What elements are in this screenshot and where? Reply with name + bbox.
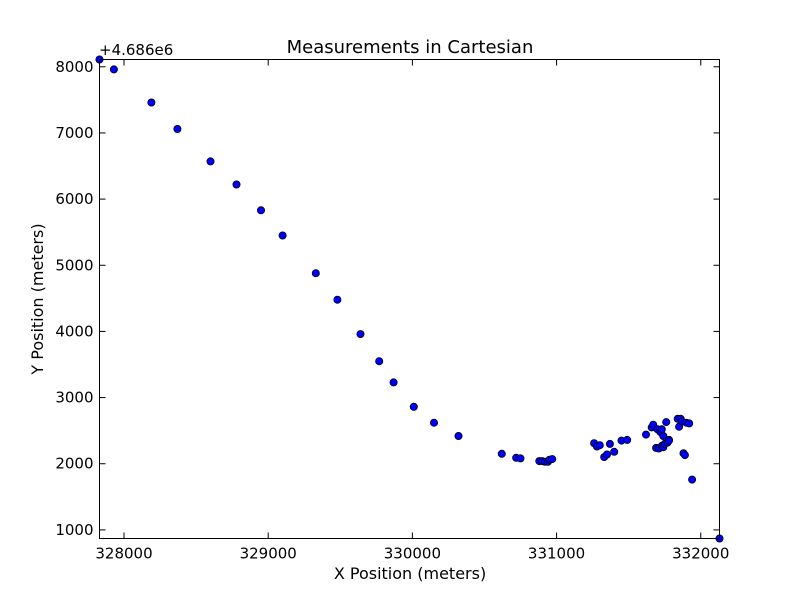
data-point-19 — [516, 454, 525, 463]
x-tick-label-330000: 330000 — [384, 545, 441, 563]
data-point-17 — [497, 449, 506, 458]
data-point-9 — [311, 269, 320, 278]
y-tick-label-6000: 6000 — [55, 190, 93, 208]
data-point-2 — [109, 65, 118, 74]
data-point-11 — [356, 330, 365, 339]
chart-title: Measurements in Cartesian — [287, 37, 534, 58]
data-point-56 — [680, 451, 689, 460]
data-point-16 — [454, 431, 463, 440]
y-tick-label-7000: 7000 — [55, 124, 93, 142]
data-point-10 — [333, 295, 342, 304]
y-tick-label-5000: 5000 — [55, 256, 93, 274]
y-offset-label: +4.686e6 — [99, 41, 173, 59]
data-point-25 — [548, 455, 557, 464]
data-point-15 — [429, 418, 438, 427]
data-point-32 — [610, 447, 619, 456]
data-point-4 — [173, 125, 182, 134]
data-point-7 — [256, 206, 265, 215]
data-point-58 — [685, 419, 694, 428]
data-point-35 — [642, 430, 651, 439]
data-point-14 — [409, 402, 418, 411]
y-axis-label: Y Position (meters) — [28, 223, 47, 375]
data-point-47 — [662, 418, 671, 427]
axis-ticks: 328000 329000 330000 331000 332000 1000 2000 30… — [55, 58, 729, 563]
plot-area-frame — [99, 59, 720, 539]
y-tick-label-8000: 8000 — [55, 58, 93, 76]
data-point-43 — [657, 425, 666, 434]
scatter-points — [95, 55, 724, 543]
x-tick-label-328000: 328000 — [95, 545, 152, 563]
data-point-3 — [147, 98, 156, 107]
y-tick-label-2000: 2000 — [55, 455, 93, 473]
y-tick-label-4000: 4000 — [55, 322, 93, 340]
data-point-8 — [278, 231, 287, 240]
x-tick-label-332000: 332000 — [672, 545, 729, 563]
y-tick-label-1000: 1000 — [55, 521, 93, 539]
y-tick-label-3000: 3000 — [55, 389, 93, 407]
x-tick-label-329000: 329000 — [240, 545, 297, 563]
data-point-50 — [665, 436, 674, 445]
data-point-30 — [603, 450, 612, 459]
data-point-59 — [688, 475, 697, 484]
x-tick-label-331000: 331000 — [528, 545, 585, 563]
data-point-12 — [375, 357, 384, 366]
data-point-44 — [659, 431, 668, 440]
data-point-5 — [206, 157, 215, 166]
data-point-34 — [623, 435, 632, 444]
x-axis-label: X Position (meters) — [334, 564, 486, 583]
data-point-6 — [232, 180, 241, 189]
data-point-28 — [595, 441, 604, 450]
data-point-13 — [389, 378, 398, 387]
data-point-31 — [605, 439, 614, 448]
